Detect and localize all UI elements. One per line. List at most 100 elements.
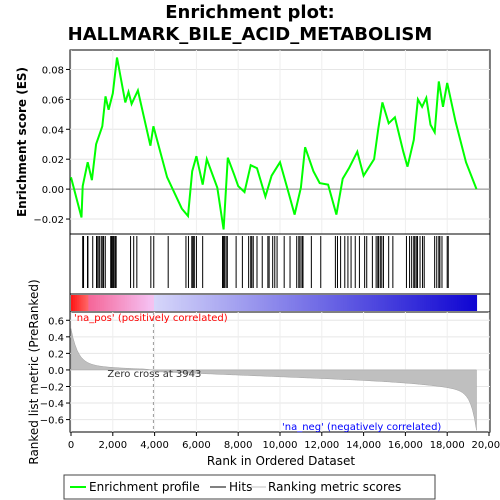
colorbar-segment xyxy=(256,295,259,311)
colorbar-segment xyxy=(285,295,288,311)
colorbar-segment xyxy=(237,295,240,311)
colorbar-segment xyxy=(310,295,313,311)
es-y-axis-label: Enrichment score (ES) xyxy=(15,67,29,217)
colorbar-segment xyxy=(98,295,101,311)
colorbar-segment xyxy=(462,295,466,311)
colorbar-segment xyxy=(437,295,441,311)
colorbar-segment xyxy=(125,295,128,311)
colorbar-segment xyxy=(291,295,294,311)
colorbar-segment xyxy=(341,295,344,311)
colorbar-segment xyxy=(117,295,120,311)
colorbar-segment xyxy=(397,295,400,311)
metric-y-tick-label: 0.6 xyxy=(48,316,64,327)
colorbar-segment xyxy=(426,295,429,311)
colorbar-segment xyxy=(208,295,211,311)
colorbar-segment xyxy=(240,295,244,311)
colorbar-segment xyxy=(260,295,263,311)
colorbar-segment xyxy=(410,295,414,311)
colorbar-segment xyxy=(455,295,458,311)
colorbar-segment xyxy=(113,295,117,311)
colorbar-segment xyxy=(82,295,86,311)
es-y-tick-label: 0.04 xyxy=(42,125,64,136)
colorbar-segment xyxy=(287,295,290,311)
metric-y-tick-label: −0.6 xyxy=(40,416,64,427)
colorbar-segment xyxy=(312,295,315,311)
colorbar-segment xyxy=(196,295,200,311)
colorbar-segment xyxy=(337,295,340,311)
colorbar-segment xyxy=(451,295,454,311)
colorbar-segment xyxy=(192,295,196,311)
rank-colorbar xyxy=(71,295,478,311)
colorbar-segment xyxy=(252,295,256,311)
colorbar-segment xyxy=(420,295,423,311)
colorbar-segment xyxy=(356,295,360,311)
colorbar-segment xyxy=(472,295,476,311)
colorbar-segment xyxy=(457,295,460,311)
colorbar-segment xyxy=(273,295,277,311)
colorbar-segment xyxy=(443,295,447,311)
colorbar-segment xyxy=(186,295,190,311)
legend-metric-label: Ranking metric scores xyxy=(268,480,401,494)
colorbar-segment xyxy=(327,295,331,311)
hits-group xyxy=(82,236,449,288)
colorbar-segment xyxy=(298,295,302,311)
colorbar-segment xyxy=(385,295,389,311)
colorbar-segment xyxy=(121,295,124,311)
colorbar-segment xyxy=(300,295,304,311)
colorbar-segment xyxy=(177,295,180,311)
colorbar-segment xyxy=(132,295,136,311)
es-profile-line xyxy=(70,57,478,230)
colorbar-segment xyxy=(138,295,142,311)
colorbar-segment xyxy=(381,295,385,311)
colorbar-segment xyxy=(377,295,381,311)
colorbar-segment xyxy=(161,295,165,311)
colorbar-segment xyxy=(366,295,369,311)
colorbar-segment xyxy=(418,295,422,311)
colorbar-segment xyxy=(188,295,192,311)
legend-es-label: Enrichment profile xyxy=(89,480,200,494)
metric-y-tick-label: 0.4 xyxy=(48,333,64,344)
colorbar-segment xyxy=(248,295,252,311)
colorbar-segment xyxy=(111,295,115,311)
colorbar-segment xyxy=(325,295,329,311)
colorbar-segment xyxy=(142,295,145,311)
colorbar-segment xyxy=(350,295,354,311)
colorbar-segment xyxy=(227,295,230,311)
colorbar-segment xyxy=(92,295,95,311)
colorbar-segment xyxy=(453,295,456,311)
colorbar-segment xyxy=(184,295,188,311)
colorbar-segment xyxy=(140,295,144,311)
colorbar-segment xyxy=(163,295,167,311)
colorbar-segment xyxy=(96,295,99,311)
es-y-tick-label: 0.08 xyxy=(42,65,64,76)
colorbar-segment xyxy=(391,295,395,311)
colorbar-segment xyxy=(316,295,319,311)
colorbar-segment xyxy=(441,295,445,311)
metric-y-ticks: −0.6 −0.4 −0.2 0.0 0.2 0.4 0.6 xyxy=(40,316,70,427)
colorbar-segment xyxy=(134,295,138,311)
colorbar-segment xyxy=(202,295,205,311)
colorbar-segment xyxy=(254,295,257,311)
colorbar-segment xyxy=(461,295,464,311)
colorbar-segment xyxy=(150,295,153,311)
x-tick-label: 0 xyxy=(68,440,74,451)
colorbar-segment xyxy=(279,295,283,311)
colorbar-segment xyxy=(74,295,78,311)
colorbar-segment xyxy=(318,295,321,311)
colorbar-segment xyxy=(267,295,271,311)
colorbar-segment xyxy=(71,295,74,311)
x-tick-label: 20,000 xyxy=(472,440,500,451)
es-y-tick-label: 0.00 xyxy=(42,185,64,196)
colorbar-segment xyxy=(430,295,433,311)
x-tick-label: 4,000 xyxy=(140,440,169,451)
colorbar-segment xyxy=(403,295,406,311)
colorbar-segment xyxy=(262,295,265,311)
colorbar-segment xyxy=(293,295,296,311)
colorbar-segment xyxy=(304,295,308,311)
colorbar-segment xyxy=(128,295,132,311)
colorbar-segment xyxy=(428,295,431,311)
colorbar-segment xyxy=(459,295,462,311)
colorbar-segment xyxy=(347,295,350,311)
colorbar-segment xyxy=(105,295,109,311)
x-tick-label: 6,000 xyxy=(182,440,211,451)
